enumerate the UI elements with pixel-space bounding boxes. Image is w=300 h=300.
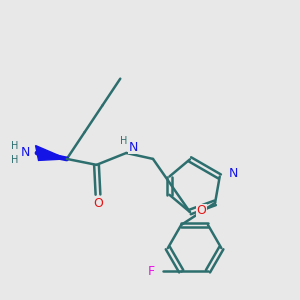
Text: N: N	[228, 167, 238, 180]
Text: H: H	[11, 155, 19, 165]
Text: H: H	[11, 140, 19, 151]
Text: N: N	[20, 146, 30, 160]
Text: N: N	[129, 140, 138, 154]
Text: F: F	[148, 265, 155, 278]
Text: O: O	[93, 197, 103, 210]
Text: H: H	[120, 136, 127, 146]
Text: O: O	[196, 204, 206, 218]
Polygon shape	[36, 146, 67, 160]
